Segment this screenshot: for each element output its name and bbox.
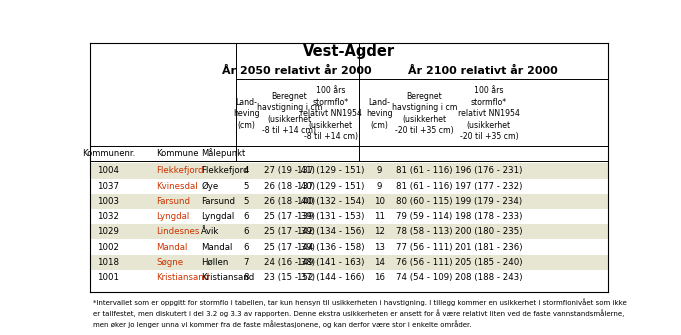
Text: 1004: 1004: [97, 166, 119, 176]
Text: 1002: 1002: [97, 243, 119, 252]
Text: Kommune: Kommune: [157, 149, 199, 158]
Text: Lyngdal: Lyngdal: [157, 212, 189, 221]
Text: 139 (131 - 153): 139 (131 - 153): [297, 212, 364, 221]
Text: 8: 8: [243, 273, 249, 282]
Text: 140 (132 - 154): 140 (132 - 154): [297, 197, 364, 206]
Text: 137 (129 - 151): 137 (129 - 151): [297, 166, 364, 176]
Text: 1018: 1018: [97, 258, 119, 267]
Text: Farsund: Farsund: [157, 197, 191, 206]
Text: 1029: 1029: [97, 227, 119, 237]
Text: 81 (61 - 116): 81 (61 - 116): [396, 166, 453, 176]
Text: 77 (56 - 111): 77 (56 - 111): [396, 243, 453, 252]
Text: 4: 4: [243, 166, 249, 176]
Text: Øye: Øye: [202, 182, 219, 191]
Text: 80 (60 - 115): 80 (60 - 115): [396, 197, 453, 206]
Text: 1001: 1001: [97, 273, 119, 282]
Text: Kommunenr.: Kommunenr.: [82, 149, 135, 158]
Text: 208 (188 - 243): 208 (188 - 243): [455, 273, 522, 282]
Text: Åvik: Åvik: [202, 227, 219, 237]
Text: 1032: 1032: [97, 212, 119, 221]
Text: Vest-Agder: Vest-Agder: [303, 44, 395, 59]
Text: 149 (141 - 163): 149 (141 - 163): [297, 258, 364, 267]
Text: År 2100 relativt år 2000: År 2100 relativt år 2000: [408, 66, 558, 76]
Text: Beregnet
havstigning i cm
(usikkerhet
-20 til +35 cm): Beregnet havstigning i cm (usikkerhet -2…: [392, 92, 457, 135]
Text: 201 (181 - 236): 201 (181 - 236): [455, 243, 522, 252]
Text: 25 (17 - 39): 25 (17 - 39): [264, 212, 315, 221]
Text: 142 (134 - 156): 142 (134 - 156): [297, 227, 364, 237]
Text: 79 (59 - 114): 79 (59 - 114): [396, 212, 453, 221]
Text: Flekkefjord: Flekkefjord: [157, 166, 204, 176]
Text: 9: 9: [377, 166, 382, 176]
Text: 5: 5: [243, 182, 249, 191]
Text: 13: 13: [374, 243, 385, 252]
Text: Land-
heving
(cm): Land- heving (cm): [366, 98, 393, 130]
Text: 5: 5: [243, 197, 249, 206]
Text: Målepunkt: Målepunkt: [202, 148, 245, 158]
Text: 25 (17 - 39): 25 (17 - 39): [264, 227, 315, 237]
Text: År 2050 relativt år 2000: År 2050 relativt år 2000: [222, 66, 372, 76]
Text: 26 (18 - 40): 26 (18 - 40): [264, 182, 315, 191]
Text: 16: 16: [374, 273, 385, 282]
Text: 76 (56 - 111): 76 (56 - 111): [396, 258, 453, 267]
Text: Kristiansand: Kristiansand: [202, 273, 255, 282]
Text: Søgne: Søgne: [157, 258, 183, 267]
Text: Land-
heving
(cm): Land- heving (cm): [233, 98, 259, 130]
Bar: [91, 224, 607, 240]
Text: 78 (58 - 113): 78 (58 - 113): [396, 227, 453, 237]
Text: 6: 6: [243, 227, 249, 237]
Text: 14: 14: [374, 258, 385, 267]
Text: Lindesnes: Lindesnes: [157, 227, 200, 237]
Text: 26 (18 - 40): 26 (18 - 40): [264, 197, 315, 206]
Text: 144 (136 - 158): 144 (136 - 158): [297, 243, 364, 252]
Text: Flekkefjord: Flekkefjord: [202, 166, 249, 176]
Text: 27 (19 - 41): 27 (19 - 41): [264, 166, 315, 176]
Text: Beregnet
havstigning i cm
(usikkerhet
-8 til +14 cm): Beregnet havstigning i cm (usikkerhet -8…: [257, 92, 322, 135]
Text: 23 (15 - 37): 23 (15 - 37): [264, 273, 315, 282]
Text: Lyngdal: Lyngdal: [202, 212, 234, 221]
Text: Farsund: Farsund: [202, 197, 235, 206]
Text: Høllen: Høllen: [202, 258, 229, 267]
Text: Mandal: Mandal: [157, 243, 188, 252]
Text: Kristiansand: Kristiansand: [157, 273, 210, 282]
Text: 137 (129 - 151): 137 (129 - 151): [297, 182, 364, 191]
Text: *Intervallet som er oppgitt for stormflo i tabellen, tar kun hensyn til usikkerh: *Intervallet som er oppgitt for stormflo…: [93, 298, 627, 328]
Bar: [91, 255, 607, 270]
Text: 205 (185 - 240): 205 (185 - 240): [455, 258, 522, 267]
Text: 11: 11: [374, 212, 385, 221]
Text: 196 (176 - 231): 196 (176 - 231): [455, 166, 522, 176]
Text: 12: 12: [374, 227, 385, 237]
Text: 198 (178 - 233): 198 (178 - 233): [455, 212, 522, 221]
Text: Mandal: Mandal: [202, 243, 233, 252]
Text: 7: 7: [243, 258, 249, 267]
Text: 9: 9: [377, 182, 382, 191]
Text: 1037: 1037: [97, 182, 119, 191]
Text: 10: 10: [374, 197, 385, 206]
Text: Kvinesdal: Kvinesdal: [157, 182, 198, 191]
Text: 6: 6: [243, 243, 249, 252]
Text: 100 års
stormflo*
relativt NN1954
(usikkerhet
-20 til +35 cm): 100 års stormflo* relativt NN1954 (usikk…: [458, 86, 520, 141]
Text: 24 (16 - 38): 24 (16 - 38): [264, 258, 315, 267]
Text: 74 (54 - 109): 74 (54 - 109): [396, 273, 453, 282]
Text: 200 (180 - 235): 200 (180 - 235): [455, 227, 522, 237]
Text: 197 (177 - 232): 197 (177 - 232): [455, 182, 522, 191]
Bar: [91, 163, 607, 179]
Text: 25 (17 - 39): 25 (17 - 39): [264, 243, 315, 252]
Bar: [91, 194, 607, 209]
Text: 6: 6: [243, 212, 249, 221]
Text: 199 (179 - 234): 199 (179 - 234): [456, 197, 522, 206]
Text: 152 (144 - 166): 152 (144 - 166): [297, 273, 364, 282]
Text: 1003: 1003: [97, 197, 119, 206]
Text: 100 års
stormflo*
relativt NN1954
(usikkerhet
-8 til +14 cm): 100 års stormflo* relativt NN1954 (usikk…: [300, 86, 362, 141]
Text: 81 (61 - 116): 81 (61 - 116): [396, 182, 453, 191]
